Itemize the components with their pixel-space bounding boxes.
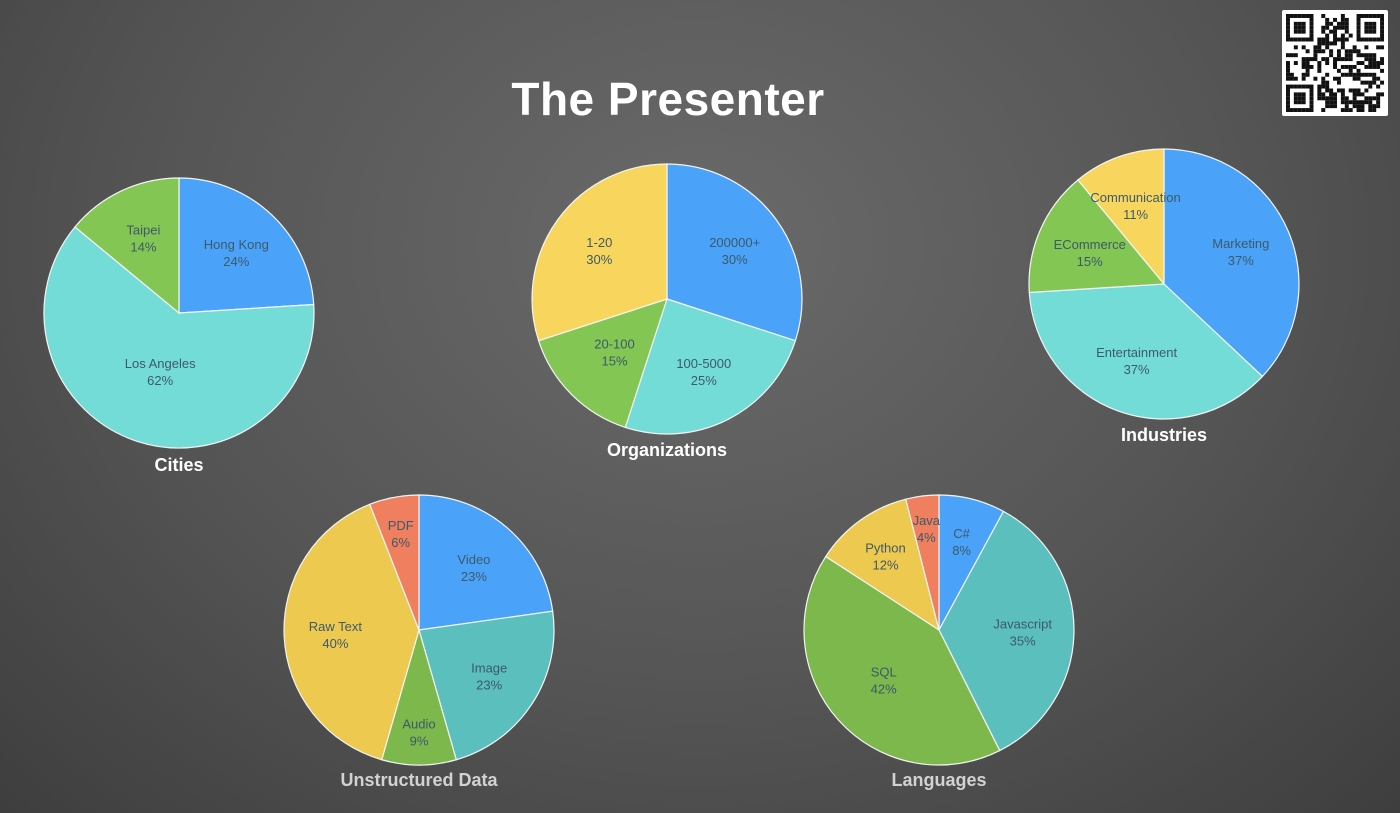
pie-slice-200000 <box>666 163 803 342</box>
pie-slice-sql <box>803 555 1001 766</box>
slice-label-1-20: 1-20 <box>586 235 612 250</box>
slice-label-c: C# <box>953 526 970 541</box>
slice-label-ecommerce: ECommerce <box>1054 237 1126 252</box>
slice-label-audio: Audio <box>402 716 435 731</box>
pie-slice-entertainment <box>1028 283 1264 420</box>
slice-label-pdf: PDF <box>388 518 414 533</box>
slice-value-hong-kong: 24% <box>223 254 249 269</box>
chart-title-unstructured-data: Unstructured Data <box>340 770 498 790</box>
pie-slice-python <box>824 498 940 632</box>
pie-slice-communication <box>1077 148 1165 286</box>
slice-label-sql: SQL <box>871 665 897 680</box>
slice-label-java: Java <box>913 513 941 528</box>
qr-code-icon <box>1286 14 1384 112</box>
pie-chart-industries: Marketing 37% Entertainment 37% ECommerce 15%… <box>1028 148 1300 445</box>
pie-slice-java <box>905 494 940 631</box>
chart-title-organizations: Organizations <box>607 440 727 460</box>
pie-chart-cities: Hong Kong 24% Los Angeles 62% Taipei 14% Citie… <box>43 177 315 475</box>
slice-label-javascript: Javascript <box>993 616 1052 631</box>
pie-slice-20-100 <box>537 298 668 429</box>
pie-slice-ecommerce <box>1028 179 1166 294</box>
slice-value-ecommerce: 15% <box>1077 254 1103 269</box>
slice-value-marketing: 37% <box>1228 253 1254 268</box>
slice-value-javascript: 35% <box>1010 633 1036 648</box>
pie-slice-marketing <box>1163 148 1300 378</box>
slice-label-los-angeles: Los Angeles <box>125 356 196 371</box>
qr-code <box>1282 10 1388 116</box>
slice-value-communication: 11% <box>1123 207 1148 222</box>
slice-label-video: Video <box>457 552 490 567</box>
slice-value-image: 23% <box>476 678 502 693</box>
slice-label-raw-text: Raw Text <box>309 619 363 634</box>
slice-label-100-5000: 100-5000 <box>676 356 731 371</box>
slice-value-audio: 9% <box>410 733 429 748</box>
slice-value-sql: 42% <box>871 682 897 697</box>
pie-chart-unstructured-data: Video 23% Image 23% Audio 9% Raw Text 40% PDF 6% U… <box>283 494 555 790</box>
slice-value-raw-text: 40% <box>322 636 348 651</box>
pie-slice-los-angeles <box>43 226 315 449</box>
slice-value-pdf: 6% <box>391 535 410 550</box>
slice-value-python: 12% <box>872 557 898 572</box>
slice-label-entertainment: Entertainment <box>1096 345 1177 360</box>
slice-value-los-angeles: 62% <box>147 373 173 388</box>
slice-value-100-5000: 25% <box>691 373 717 388</box>
pie-slice-hong-kong <box>178 177 315 314</box>
slice-value-java: 4% <box>917 530 936 545</box>
slice-label-200000: 200000+ <box>709 235 760 250</box>
slide-title: The Presenter <box>511 73 825 125</box>
slice-label-20-100: 20-100 <box>594 337 634 352</box>
pie-slice-raw-text <box>283 503 420 761</box>
slice-label-taipei: Taipei <box>126 222 160 237</box>
slice-value-taipei: 14% <box>130 239 156 254</box>
slice-label-marketing: Marketing <box>1212 236 1269 251</box>
pie-chart-languages: C# 8% Javascript 35% SQL 42% Python 12% Java 4% La… <box>803 494 1075 790</box>
chart-title-industries: Industries <box>1121 425 1207 445</box>
pie-slice-100-5000 <box>624 298 797 435</box>
slice-label-python: Python <box>865 540 905 555</box>
pie-slice-video <box>418 494 554 631</box>
slice-value-200000: 30% <box>722 252 748 267</box>
slice-value-c: 8% <box>952 543 971 558</box>
slice-label-communication: Communication <box>1090 190 1180 205</box>
slice-value-20-100: 15% <box>601 354 627 369</box>
slice-value-video: 23% <box>461 569 487 584</box>
pie-slice-javascript <box>938 510 1075 752</box>
pie-chart-organizations: 200000+ 30% 100-5000 25% 20-100 15% 1-20 30% Org… <box>531 163 803 460</box>
slice-label-image: Image <box>471 661 507 676</box>
chart-title-cities: Cities <box>154 455 203 475</box>
slice-value-1-20: 30% <box>586 252 612 267</box>
slice-label-hong-kong: Hong Kong <box>204 237 269 252</box>
pie-slice-taipei <box>74 177 180 315</box>
slice-value-entertainment: 37% <box>1124 362 1150 377</box>
pie-slice-1-20 <box>531 163 668 342</box>
pie-slice-image <box>418 610 555 761</box>
chart-title-languages: Languages <box>891 770 986 790</box>
pie-slice-pdf <box>368 494 420 631</box>
